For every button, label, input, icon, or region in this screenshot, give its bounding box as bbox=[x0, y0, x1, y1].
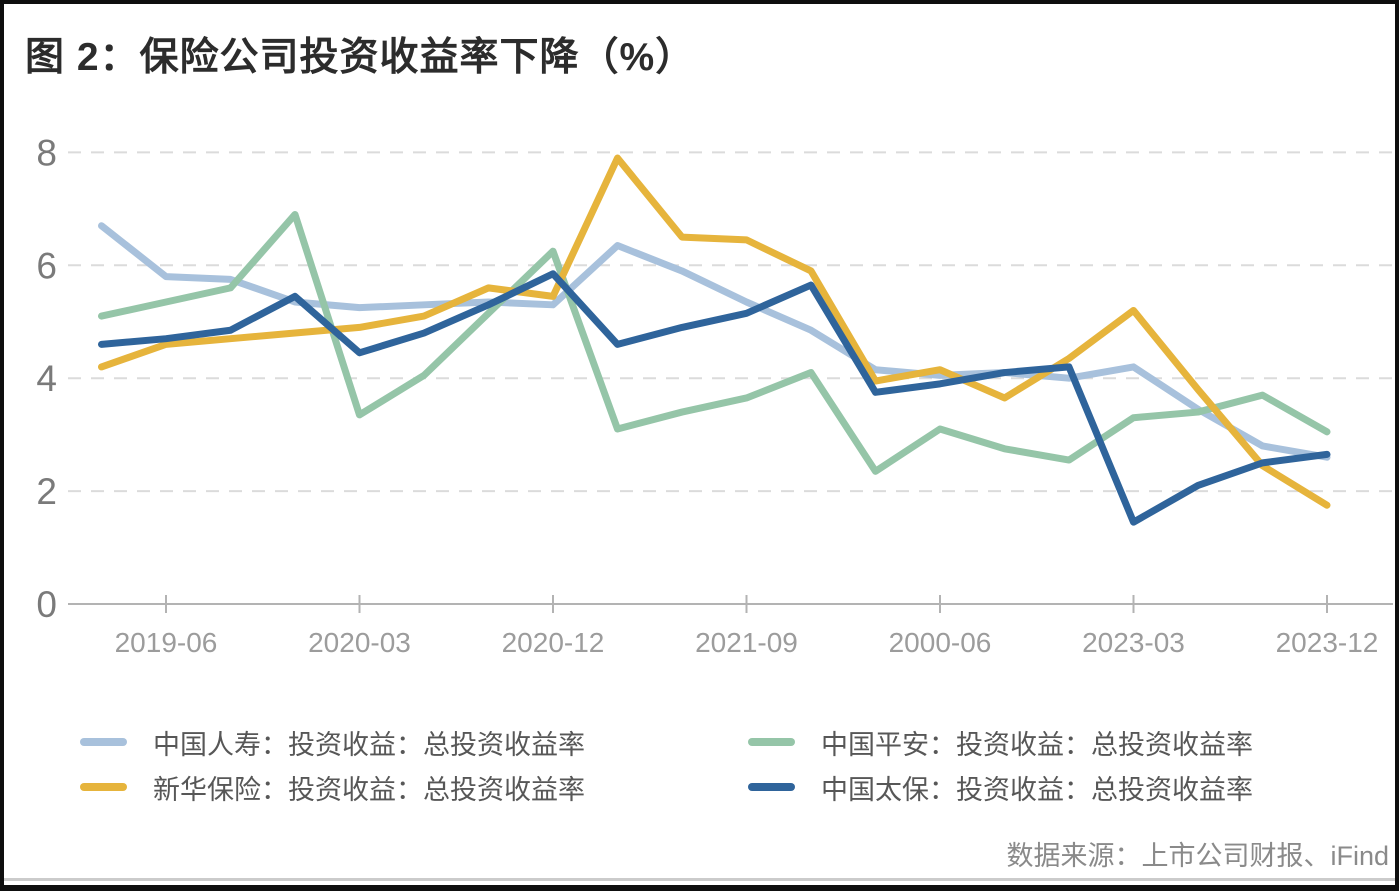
y-tick-label: 2 bbox=[36, 471, 57, 512]
series-line-ping-an bbox=[98, 210, 1331, 475]
page-border-bottom bbox=[0, 885, 1399, 891]
series-line-china-life bbox=[98, 222, 1331, 461]
legend-swatch-ping-an bbox=[748, 738, 795, 746]
page-border-top bbox=[0, 0, 1399, 4]
y-tick-label: 8 bbox=[36, 132, 57, 173]
y-tick-label: 6 bbox=[36, 245, 57, 286]
page-border-left bbox=[0, 0, 4, 891]
legend-swatch-xinhua bbox=[80, 783, 127, 791]
series-line-cpic bbox=[98, 270, 1331, 526]
x-tick-label: 2023-12 bbox=[1276, 627, 1379, 658]
chart-title: 图 2：保险公司投资收益率下降（%） bbox=[25, 36, 696, 79]
x-tick-label: 2023-03 bbox=[1082, 627, 1185, 658]
x-tick-label: 2000-06 bbox=[889, 627, 992, 658]
legend-label: 中国平安：投资收益：总投资收益率 bbox=[821, 729, 1253, 760]
y-tick-label: 4 bbox=[36, 358, 57, 399]
legend-swatch-china-life bbox=[80, 738, 127, 746]
series-line-xinhua bbox=[98, 154, 1331, 509]
legend-swatch-cpic bbox=[748, 783, 795, 791]
x-tick-label: 2019-06 bbox=[115, 627, 218, 658]
legend-label: 中国人寿：投资收益：总投资收益率 bbox=[153, 729, 585, 760]
y-tick-label: 0 bbox=[36, 584, 57, 625]
x-tick-label: 2021-09 bbox=[695, 627, 798, 658]
legend-item-cpic: 中国太保：投资收益：总投资收益率 bbox=[748, 769, 1253, 805]
page-border-right bbox=[1395, 0, 1399, 891]
legend-item-xinhua: 新华保险：投资收益：总投资收益率 bbox=[80, 769, 585, 805]
x-tick-label: 2020-03 bbox=[308, 627, 411, 658]
legend-label: 中国太保：投资收益：总投资收益率 bbox=[821, 774, 1253, 805]
legend-item-china-life: 中国人寿：投资收益：总投资收益率 bbox=[80, 724, 585, 760]
x-tick-label: 2020-12 bbox=[502, 627, 605, 658]
legend-label: 新华保险：投资收益：总投资收益率 bbox=[153, 774, 585, 805]
data-source-note: 数据来源：上市公司财报、iFind bbox=[1006, 841, 1389, 871]
legend-item-ping-an: 中国平安：投资收益：总投资收益率 bbox=[748, 724, 1253, 760]
divider-line bbox=[0, 878, 1399, 881]
